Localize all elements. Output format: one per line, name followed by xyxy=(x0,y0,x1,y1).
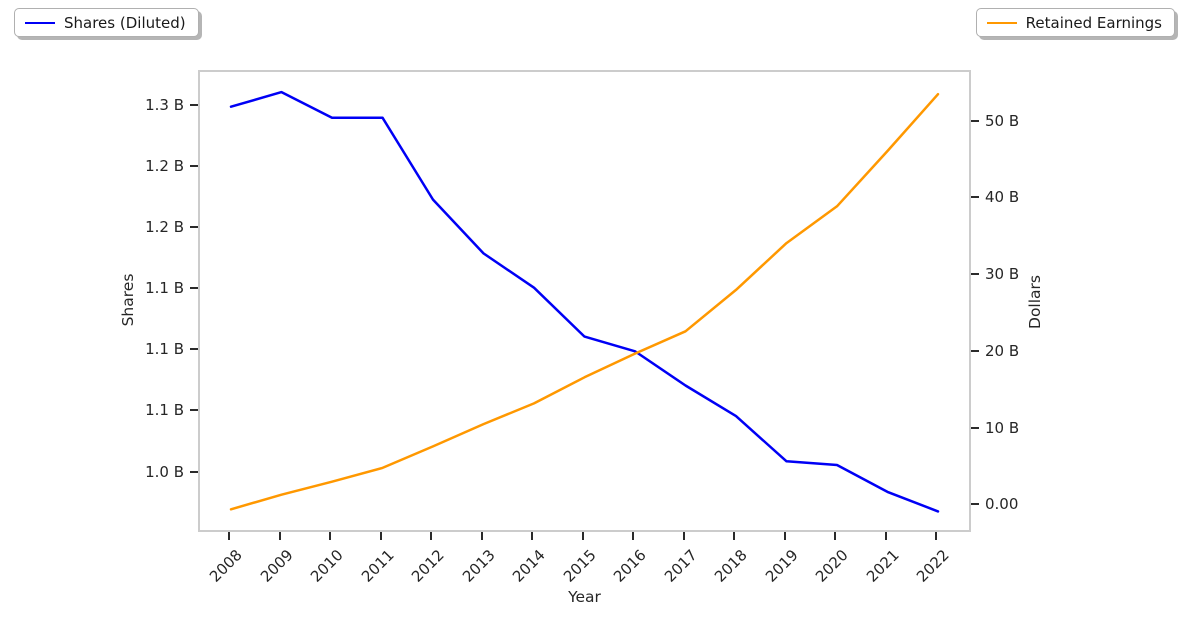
plot-area xyxy=(198,70,971,532)
left-y-axis-label: Shares xyxy=(119,273,137,327)
shares-line-sample xyxy=(25,21,55,24)
right-y-tick-mark xyxy=(971,349,979,352)
x-tick-label: 2020 xyxy=(811,546,852,586)
x-tick-mark xyxy=(228,532,230,540)
right-y-tick-mark xyxy=(971,503,979,506)
x-tick-mark xyxy=(379,532,382,540)
x-tick-label: 2019 xyxy=(761,546,802,586)
x-tick-mark xyxy=(278,532,281,540)
right-y-tick-label: 20 B xyxy=(985,341,1020,360)
right-y-tick-label: 10 B xyxy=(985,418,1020,437)
x-tick-label: 2021 xyxy=(862,546,903,586)
left-y-tick-mark xyxy=(190,409,198,412)
left-y-tick-mark xyxy=(190,103,198,106)
x-tick-label: 2016 xyxy=(609,546,650,586)
right-y-tick-mark xyxy=(971,119,979,122)
x-tick-label: 2018 xyxy=(710,546,751,586)
left-y-tick-label: 1.1 B xyxy=(145,401,184,420)
shares-diluted-line xyxy=(229,90,940,513)
legend-retained-earnings: Retained Earnings xyxy=(975,8,1175,37)
x-tick-mark xyxy=(733,532,735,540)
left-y-tick-mark xyxy=(190,287,198,290)
x-tick-mark xyxy=(531,532,533,540)
right-y-tick-label: 40 B xyxy=(985,188,1020,207)
legend-shares-label: Shares (Diluted) xyxy=(64,13,186,32)
left-y-tick-mark xyxy=(190,164,198,167)
x-tick-mark xyxy=(480,532,483,540)
retained-earnings-line-sample xyxy=(986,21,1017,24)
x-tick-mark xyxy=(329,532,331,540)
left-y-tick-mark xyxy=(190,470,198,473)
x-tick-label: 2022 xyxy=(912,546,953,586)
x-tick-label: 2014 xyxy=(508,546,549,586)
x-tick-label: 2010 xyxy=(306,546,347,586)
x-tick-mark xyxy=(632,532,634,540)
x-tick-label: 2013 xyxy=(458,546,499,586)
legend-shares: Shares (Diluted) xyxy=(14,8,199,37)
x-tick-label: 2011 xyxy=(357,546,398,586)
x-tick-mark xyxy=(581,532,584,540)
series-canvas xyxy=(229,90,940,513)
x-tick-label: 2015 xyxy=(559,546,600,586)
x-tick-mark xyxy=(935,532,937,540)
right-y-tick-mark xyxy=(971,273,979,276)
x-tick-mark xyxy=(783,532,786,540)
left-y-tick-label: 1.0 B xyxy=(145,462,184,481)
x-tick-mark xyxy=(430,532,432,540)
left-y-tick-label: 1.1 B xyxy=(145,340,184,359)
left-y-tick-mark xyxy=(190,348,198,351)
x-tick-label: 2012 xyxy=(407,546,448,586)
right-y-tick-label: 50 B xyxy=(985,111,1020,130)
x-tick-mark xyxy=(884,532,887,540)
right-y-tick-label: 0.00 xyxy=(985,495,1019,514)
right-y-tick-label: 30 B xyxy=(985,265,1020,284)
x-tick-mark xyxy=(834,532,836,540)
x-tick-mark xyxy=(682,532,685,540)
right-y-axis-label: Dollars xyxy=(1026,275,1044,329)
left-y-tick-label: 1.2 B xyxy=(145,156,184,175)
x-tick-label: 2017 xyxy=(660,546,701,586)
x-tick-label: 2008 xyxy=(205,546,246,586)
retained-earnings-line xyxy=(229,92,940,511)
legend-retained-earnings-label: Retained Earnings xyxy=(1025,13,1162,32)
x-axis-label: Year xyxy=(568,588,601,606)
left-y-tick-label: 1.1 B xyxy=(145,279,184,298)
left-y-tick-label: 1.3 B xyxy=(145,95,184,114)
right-y-tick-mark xyxy=(971,426,979,429)
left-y-tick-label: 1.2 B xyxy=(145,217,184,236)
left-y-tick-mark xyxy=(190,225,198,228)
right-y-tick-mark xyxy=(971,196,979,199)
x-tick-label: 2009 xyxy=(256,546,297,586)
